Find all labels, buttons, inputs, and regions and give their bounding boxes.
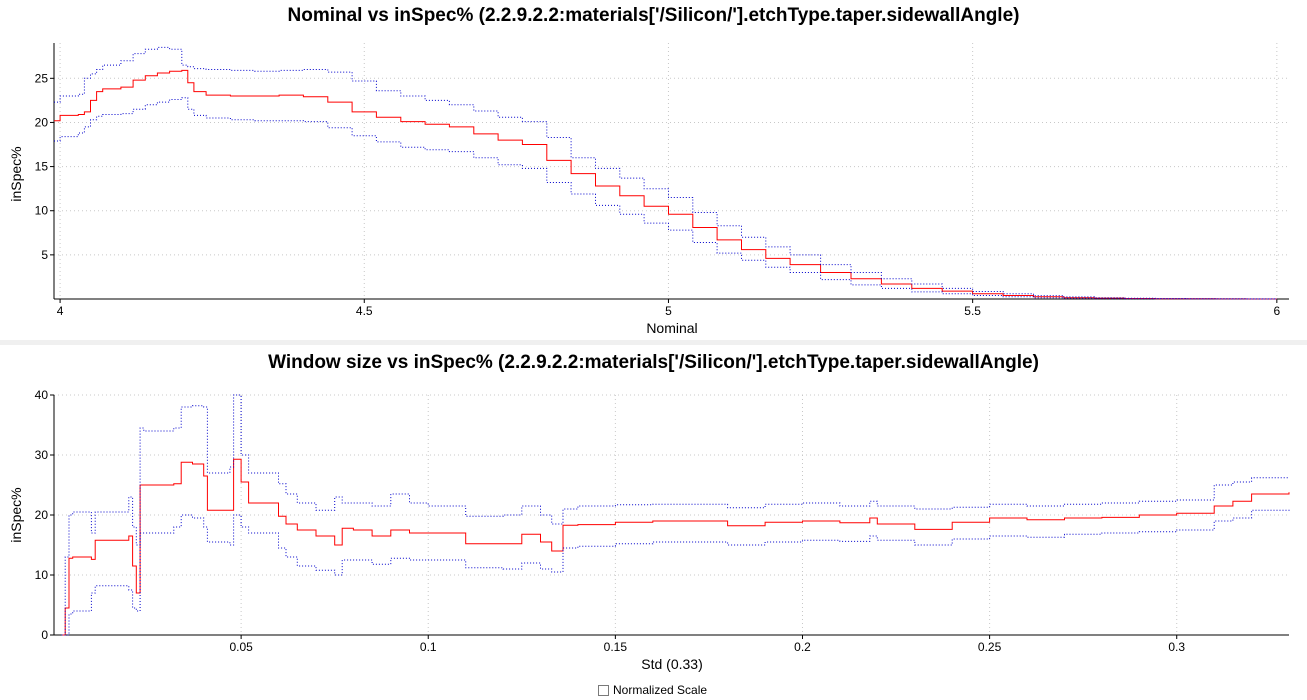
window-lower-bound-line — [61, 509, 1290, 636]
window-y-axis-label: inSpec% — [8, 487, 24, 542]
window-inspec-line — [61, 458, 1290, 636]
window-x-tick-label: 0.05 — [229, 640, 253, 654]
nominal-x-tick-label: 6 — [1273, 304, 1280, 318]
nominal-y-tick-label: 20 — [35, 115, 49, 129]
nominal-y-tick-label: 10 — [35, 204, 49, 218]
nominal-upper-bound-line — [54, 46, 1278, 300]
window-chart-title: Window size vs inSpec% (2.2.9.2.2:materi… — [268, 352, 1039, 373]
nominal-inspec-line — [54, 69, 1277, 300]
nominal-x-axis-label: Nominal — [646, 320, 697, 336]
window-x-tick-label: 0.2 — [794, 640, 811, 654]
window-chart-panel: Window size vs inSpec% (2.2.9.2.2:materi… — [0, 345, 1307, 700]
window-x-tick-label: 0.1 — [420, 640, 437, 654]
window-y-tick-label: 40 — [35, 388, 49, 402]
window-upper-bound-line — [61, 394, 1290, 636]
normalized-scale-checkbox[interactable] — [598, 684, 609, 696]
normalized-scale-label: Normalized Scale — [613, 683, 708, 697]
nominal-y-tick-label: 5 — [41, 248, 48, 262]
window-x-tick-label: 0.15 — [604, 640, 628, 654]
window-x-tick-label: 0.25 — [978, 640, 1002, 654]
nominal-chart-svg: Nominal inSpec% 4 4.5 5 5.5 6 5 10 15 20 25 — [8, 43, 1289, 336]
nominal-chart-title: Nominal vs inSpec% (2.2.9.2.2:materials[… — [287, 5, 1020, 26]
nominal-y-tick-label: 25 — [35, 71, 49, 85]
nominal-x-tick-label: 4.5 — [356, 304, 373, 318]
window-x-tick-label: 0.3 — [1168, 640, 1185, 654]
nominal-x-tick-label: 5 — [665, 304, 672, 318]
nominal-lower-bound-line — [54, 97, 1277, 300]
window-chart-svg: Std (0.33) inSpec% 0.05 0.1 0.15 0.2 0.25 0.3… — [8, 388, 1290, 672]
nominal-x-tick-label: 4 — [57, 304, 64, 318]
window-y-tick-label: 10 — [35, 568, 49, 582]
window-y-tick-label: 30 — [35, 448, 49, 462]
window-x-axis-label: Std (0.33) — [641, 656, 702, 672]
nominal-x-tick-label: 5.5 — [964, 304, 981, 318]
nominal-y-axis-label: inSpec% — [8, 146, 24, 201]
window-y-tick-label: 20 — [35, 508, 49, 522]
window-y-tick-label: 0 — [41, 628, 48, 642]
nominal-y-tick-label: 15 — [35, 160, 49, 174]
nominal-chart-panel: Nominal vs inSpec% (2.2.9.2.2:materials[… — [0, 0, 1307, 340]
normalized-scale-control[interactable]: Normalized Scale — [598, 682, 707, 698]
